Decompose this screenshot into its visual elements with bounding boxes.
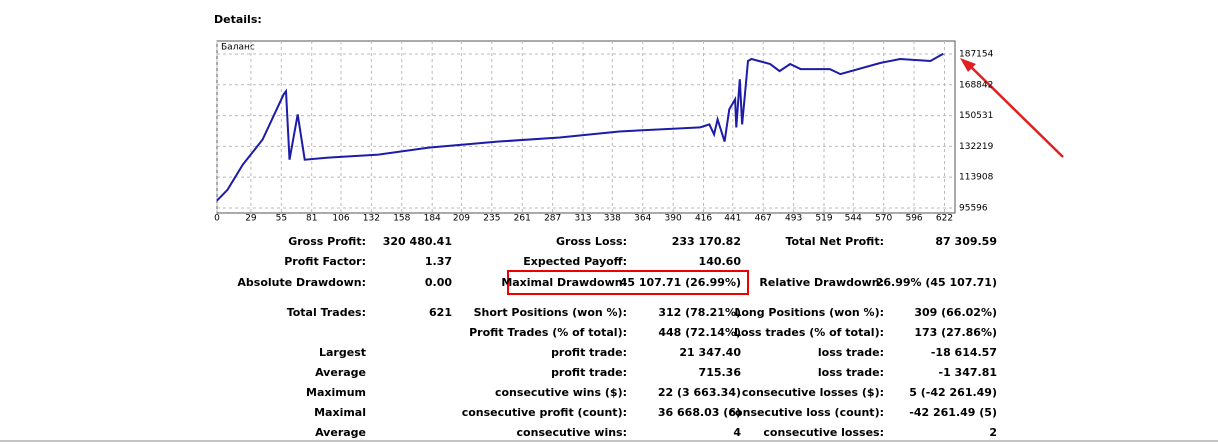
label-cell: Loss trades (% of total): bbox=[734, 326, 884, 339]
y-tick-label: 150531 bbox=[959, 111, 993, 121]
x-tick-label: 338 bbox=[604, 214, 621, 224]
label-cell: consecutive losses ($): bbox=[742, 386, 884, 399]
x-tick-label: 519 bbox=[815, 214, 832, 224]
label-cell: Long Positions (won %): bbox=[734, 306, 884, 319]
value-cell: 320 480.41 bbox=[383, 235, 452, 248]
value-cell: 448 (72.14%) bbox=[658, 326, 741, 339]
value-cell: 173 (27.86%) bbox=[914, 326, 997, 339]
value-cell: 140.60 bbox=[699, 255, 742, 268]
y-tick-label: 113908 bbox=[959, 173, 994, 183]
value-cell: 309 (66.02%) bbox=[914, 306, 997, 319]
label-cell: Gross Profit: bbox=[288, 235, 366, 248]
label-cell: consecutive profit (count): bbox=[462, 406, 627, 419]
label-cell: Expected Payoff: bbox=[523, 255, 627, 268]
heading: Details: bbox=[214, 13, 262, 26]
x-tick-label: 235 bbox=[483, 214, 500, 224]
label-cell: Gross Loss: bbox=[556, 235, 627, 248]
label-cell: profit trade: bbox=[551, 346, 627, 359]
value-cell: 45 107.71 (26.99%) bbox=[620, 276, 741, 289]
label-cell: Maximum bbox=[306, 386, 366, 399]
label-cell: Absolute Drawdown: bbox=[237, 276, 366, 289]
label-cell: consecutive wins ($): bbox=[495, 386, 627, 399]
label-cell: profit trade: bbox=[551, 366, 627, 379]
x-tick-label: 313 bbox=[574, 214, 591, 224]
value-cell: 233 170.82 bbox=[672, 235, 741, 248]
y-tick-label: 95596 bbox=[959, 203, 988, 213]
label-cell: Total Trades: bbox=[287, 306, 366, 319]
x-tick-label: 158 bbox=[393, 214, 410, 224]
value-cell: -42 261.49 (5) bbox=[909, 406, 997, 419]
x-tick-label: 441 bbox=[724, 214, 741, 224]
value-cell: 1.37 bbox=[425, 255, 452, 268]
x-tick-label: 622 bbox=[936, 214, 953, 224]
legend-label: Баланс bbox=[221, 43, 255, 53]
y-tick-label: 187154 bbox=[959, 50, 994, 60]
label-cell: consecutive losses: bbox=[763, 426, 884, 439]
label-cell: Average bbox=[315, 426, 366, 439]
label-cell: Average bbox=[315, 366, 366, 379]
x-tick-label: 544 bbox=[845, 214, 862, 224]
x-tick-label: 416 bbox=[695, 214, 712, 224]
x-tick-label: 261 bbox=[514, 214, 531, 224]
value-cell: 2 bbox=[989, 426, 997, 439]
highlight-box bbox=[507, 270, 749, 295]
x-tick-label: 364 bbox=[634, 214, 651, 224]
x-tick-label: 209 bbox=[453, 214, 470, 224]
value-cell: 21 347.40 bbox=[679, 346, 741, 359]
plot-frame bbox=[216, 40, 956, 214]
x-tick-label: 570 bbox=[875, 214, 892, 224]
value-cell: 22 (3 663.34) bbox=[658, 386, 741, 399]
x-tick-label: 81 bbox=[306, 214, 317, 224]
arrow-line bbox=[965, 61, 1064, 158]
label-cell: Profit Factor: bbox=[284, 255, 366, 268]
label-cell: Largest bbox=[319, 346, 366, 359]
x-tick-label: 467 bbox=[755, 214, 772, 224]
label-cell: Maximal Drawdown: bbox=[501, 276, 627, 289]
x-tick-label: 0 bbox=[214, 214, 220, 224]
y-tick-label: 168842 bbox=[959, 80, 993, 90]
x-tick-label: 493 bbox=[785, 214, 802, 224]
label-cell: loss trade: bbox=[818, 346, 884, 359]
arrow-head bbox=[960, 58, 976, 72]
x-tick-label: 596 bbox=[905, 214, 922, 224]
value-cell: -18 614.57 bbox=[931, 346, 997, 359]
y-tick-label: 132219 bbox=[959, 142, 994, 152]
value-cell: -1 347.81 bbox=[939, 366, 998, 379]
label-cell: consecutive loss (count): bbox=[729, 406, 884, 419]
balance-line bbox=[216, 52, 944, 202]
label-cell: loss trade: bbox=[818, 366, 884, 379]
value-cell: 87 309.59 bbox=[935, 235, 997, 248]
x-tick-label: 29 bbox=[245, 214, 257, 224]
x-tick-label: 106 bbox=[332, 214, 349, 224]
value-cell: 621 bbox=[429, 306, 452, 319]
label-cell: Profit Trades (% of total): bbox=[469, 326, 627, 339]
label-cell: consecutive wins: bbox=[517, 426, 627, 439]
label-cell: Short Positions (won %): bbox=[474, 306, 627, 319]
label-cell: Total Net Profit: bbox=[786, 235, 885, 248]
x-tick-label: 55 bbox=[276, 214, 287, 224]
label-cell: Maximal bbox=[314, 406, 366, 419]
x-tick-label: 390 bbox=[665, 214, 682, 224]
label-cell: Relative Drawdown: bbox=[759, 276, 884, 289]
value-cell: 715.36 bbox=[699, 366, 742, 379]
value-cell: 0.00 bbox=[425, 276, 452, 289]
x-tick-label: 132 bbox=[363, 214, 380, 224]
value-cell: 5 (-42 261.49) bbox=[909, 386, 997, 399]
value-cell: 26.99% (45 107.71) bbox=[876, 276, 997, 289]
value-cell: 36 668.03 (6) bbox=[658, 406, 741, 419]
x-tick-label: 184 bbox=[424, 214, 441, 224]
value-cell: 312 (78.21%) bbox=[658, 306, 741, 319]
value-cell: 4 bbox=[733, 426, 741, 439]
x-tick-label: 287 bbox=[544, 214, 561, 224]
